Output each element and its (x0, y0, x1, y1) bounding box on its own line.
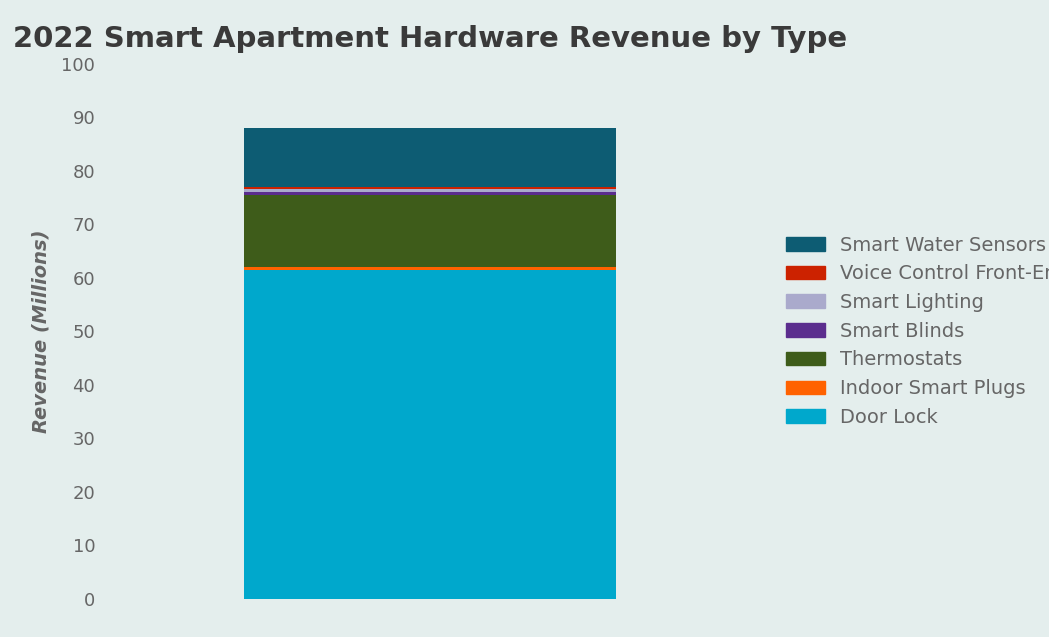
Bar (244, 194, 616, 267)
Bar (244, 189, 616, 192)
Bar (244, 267, 616, 269)
Bar (244, 192, 616, 194)
Bar (244, 269, 616, 599)
Y-axis label: Revenue (Millions): Revenue (Millions) (31, 229, 50, 433)
Bar (244, 187, 616, 189)
Legend: Smart Water Sensors, Voice Control Front-End, Smart Lighting, Smart Blinds, Ther: Smart Water Sensors, Voice Control Front… (778, 228, 1049, 434)
Bar (244, 127, 616, 187)
Title: 2022 Smart Apartment Hardware Revenue by Type: 2022 Smart Apartment Hardware Revenue by… (13, 25, 848, 53)
